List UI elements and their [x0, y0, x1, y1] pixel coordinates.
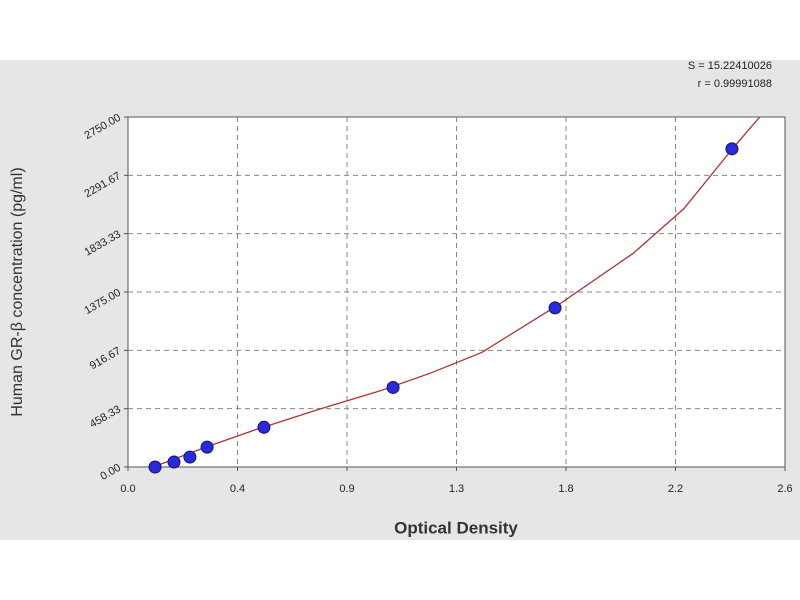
- data-point: [386, 380, 400, 394]
- data-point: [148, 460, 162, 474]
- data-point: [200, 440, 214, 454]
- x-axis-label: Optical Density: [394, 518, 518, 537]
- data-point: [183, 450, 197, 464]
- x-tick-label: 0.4: [230, 483, 245, 495]
- x-tick-label: 1.3: [449, 483, 464, 495]
- x-tick-label: 2.2: [668, 483, 683, 495]
- fit-curve: [153, 116, 761, 468]
- y-axis-label: Human GR-β concentration (pg/ml): [9, 167, 26, 416]
- data-point: [548, 301, 562, 315]
- x-tick-label: 2.6: [777, 483, 792, 495]
- x-tick-label: 0.9: [339, 483, 354, 495]
- x-tick-label: 0.0: [120, 483, 135, 495]
- x-tick-label: 1.8: [558, 483, 573, 495]
- annotation: S = 15.22410026: [688, 60, 772, 72]
- data-point: [725, 142, 739, 156]
- data-point: [257, 420, 271, 434]
- annotation: r = 0.99991088: [698, 78, 772, 90]
- data-point: [167, 455, 181, 469]
